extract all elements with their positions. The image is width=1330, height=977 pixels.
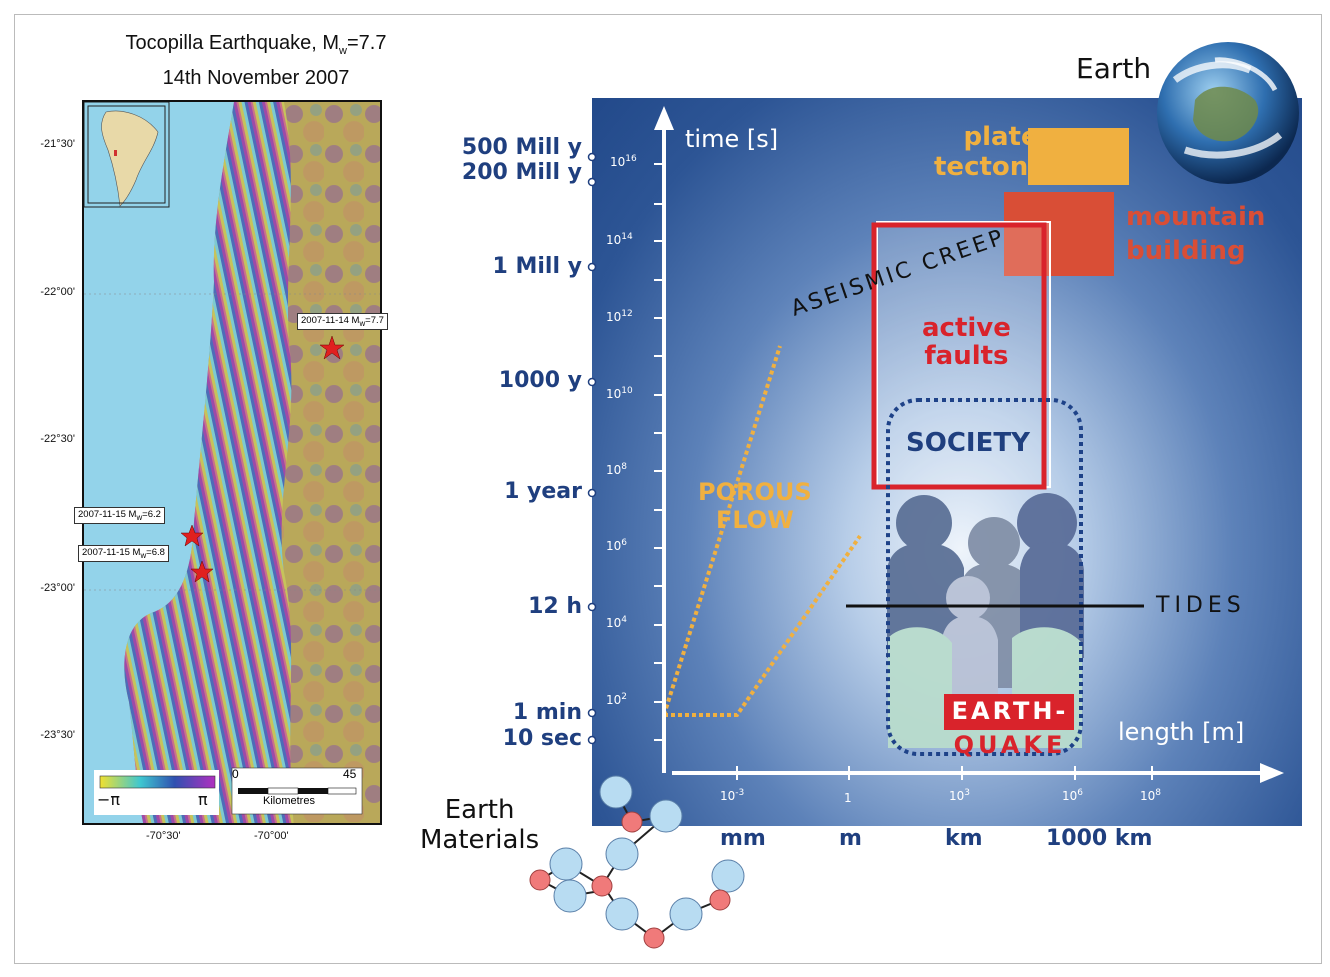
map-image xyxy=(84,102,380,823)
y-tick-label: 1016 xyxy=(610,154,637,169)
time-label: 1000 y xyxy=(498,368,582,393)
length-unit: mm xyxy=(720,826,766,851)
y-axis-arrow xyxy=(654,106,674,130)
quake-label-aftershock: 2007-11-15 Mw=6.8 xyxy=(78,545,169,562)
time-label: 1 Mill y xyxy=(492,254,582,279)
lat-tick: -22°00' xyxy=(40,286,75,298)
lon-tick: -70°00' xyxy=(254,830,289,842)
earth-label: Earth xyxy=(1076,52,1152,85)
y-tick-label: 1012 xyxy=(606,309,633,324)
time-label: 1 year xyxy=(504,479,582,504)
x-tick-label: 106 xyxy=(1062,788,1084,803)
society-label: SOCIETY xyxy=(906,428,1030,458)
time-label: 1 min xyxy=(512,700,582,725)
scale-start: 0 xyxy=(232,767,239,781)
quake-label-main: 2007-11-14 Mw=7.7 xyxy=(297,313,388,330)
map-title: Tocopilla Earthquake, Mw=7.7 14th Novemb… xyxy=(125,32,387,89)
x-tick-label: 1 xyxy=(844,791,852,805)
mountain-building-label: mountain building xyxy=(1126,202,1266,266)
lat-tick: -23°30' xyxy=(40,729,75,741)
people-silhouettes xyxy=(887,493,1084,748)
scale-end: 45 xyxy=(343,767,357,781)
x-axis-arrow xyxy=(1260,763,1284,783)
x-axis-ticks xyxy=(736,766,1153,780)
earthquake-box xyxy=(944,694,1074,730)
earth-materials-label: Earth Materials xyxy=(420,795,540,855)
active-faults-inner xyxy=(876,221,1051,488)
porous-line xyxy=(664,534,862,717)
x-axis-label: length [m] xyxy=(1118,718,1245,746)
length-unit: km xyxy=(945,826,983,851)
figure-frame xyxy=(14,14,1322,964)
y-tick-label: 1014 xyxy=(606,232,633,247)
active-faults-label: active faults xyxy=(922,313,1011,371)
x-tick-label: 103 xyxy=(949,788,971,803)
molecule-icon xyxy=(529,775,745,949)
mountain-building-box xyxy=(1004,192,1114,276)
y-tick-label: 108 xyxy=(606,462,628,477)
diagram-graphics xyxy=(654,106,1284,783)
time-label: 200 Mill y xyxy=(461,160,582,185)
x-tick-label: 10-3 xyxy=(720,788,745,803)
length-unit: m xyxy=(839,826,862,851)
y-axis-ticks xyxy=(654,163,664,741)
earth-globe-icon xyxy=(1157,42,1299,184)
tides-label: TIDES xyxy=(1156,593,1246,618)
time-label: 500 Mill y xyxy=(461,135,582,160)
length-unit: 1000 km xyxy=(1046,826,1153,851)
x-tick-label: 108 xyxy=(1140,788,1162,803)
time-label-dots xyxy=(587,152,597,745)
colorbar-min-label: −π xyxy=(97,790,121,809)
plate-tectonics-box xyxy=(1028,128,1129,185)
y-tick-label: 1010 xyxy=(606,386,633,401)
creep-line xyxy=(662,345,782,716)
time-label: 12 h xyxy=(528,594,582,619)
porous-flow-label: POROUS FLOW xyxy=(698,478,812,534)
time-label: 10 sec xyxy=(502,726,582,751)
scale-unit: Kilometres xyxy=(263,795,315,807)
lat-tick: -21°30' xyxy=(40,138,75,150)
scale-diagram: time [s] length [m] plate tectonics moun… xyxy=(592,98,1302,826)
earthquake-label-line2: QUAKE xyxy=(953,731,1067,759)
lat-tick: -23°00' xyxy=(40,582,75,594)
lat-tick: -22°30' xyxy=(40,433,75,445)
y-tick-label: 104 xyxy=(606,615,628,630)
earthquake-label-line1: EARTH- xyxy=(951,697,1069,725)
interferogram-map xyxy=(82,100,382,825)
plate-tectonics-label: plate tectonics xyxy=(934,122,1069,182)
active-faults-box xyxy=(871,222,1047,490)
y-tick-label: 106 xyxy=(606,538,628,553)
y-tick-label: 102 xyxy=(606,692,628,707)
y-axis-label: time [s] xyxy=(685,125,779,153)
quake-label-aftershock: 2007-11-15 Mw=6.2 xyxy=(74,507,165,524)
society-box xyxy=(886,398,1083,756)
colorbar-max-label: π xyxy=(198,790,208,809)
lon-tick: -70°30' xyxy=(146,830,181,842)
